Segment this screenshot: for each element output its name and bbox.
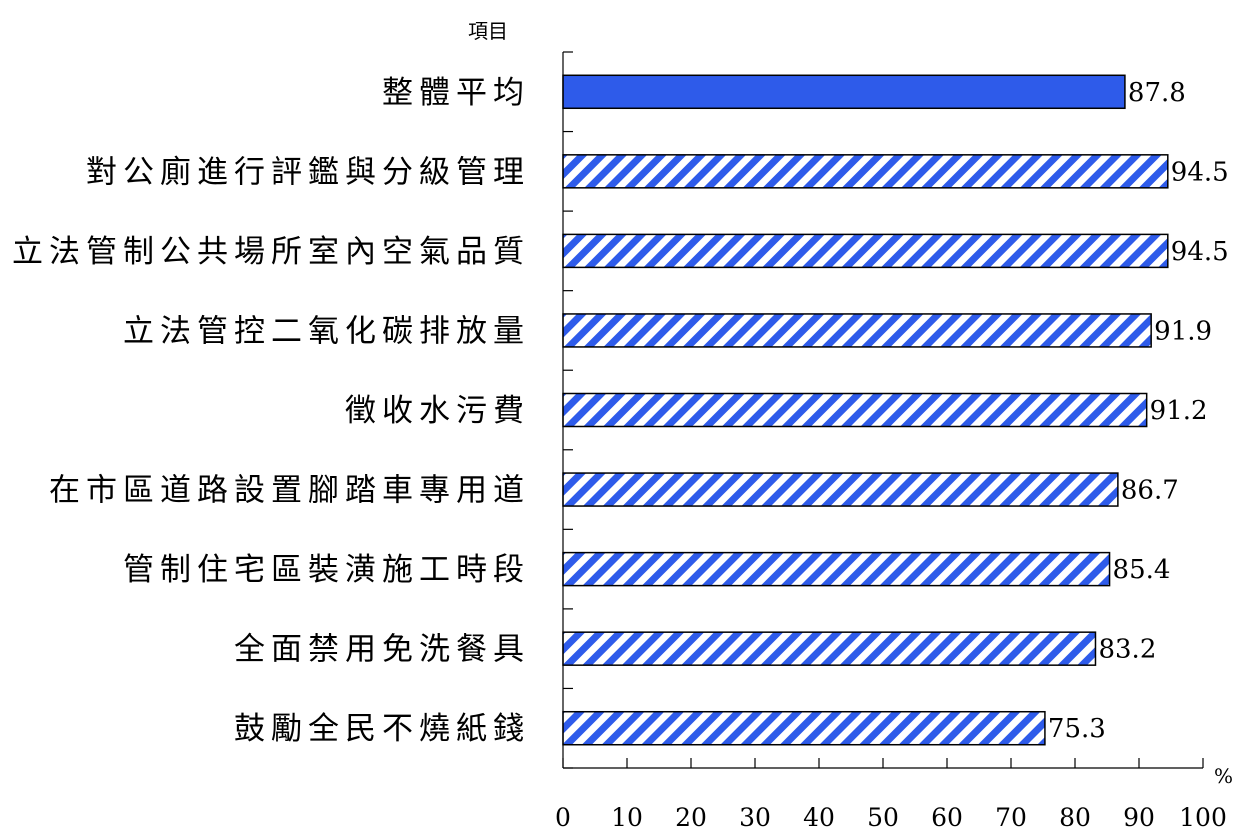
value-label-4: 91.2 <box>1150 396 1208 426</box>
value-label-5: 86.7 <box>1121 476 1179 506</box>
x-tick-label-4: 40 <box>803 803 835 831</box>
category-labels-group: 整體平均對公廁進行評鑑與分級管理立法管制公共場所室內空氣品質立法管控二氧化碳排放… <box>12 75 530 747</box>
x-ticks-group: 0 10 20 30 40 50 60 70 80 90 100 <box>555 758 1227 831</box>
x-axis-unit: % <box>1214 764 1233 788</box>
bar-0 <box>562 74 1126 110</box>
category-label-3: 立法管控二氧化碳排放量 <box>123 313 530 349</box>
bar-7 <box>562 631 1097 666</box>
x-tick-label-7: 70 <box>995 803 1027 831</box>
value-label-7: 83.2 <box>1098 635 1156 665</box>
x-tick-label-10: 100 <box>1179 803 1227 831</box>
value-label-6: 85.4 <box>1113 555 1171 585</box>
bar-2 <box>562 233 1169 269</box>
bar-3 <box>562 313 1152 348</box>
bar-8 <box>562 710 1046 746</box>
category-label-0: 整體平均 <box>382 75 530 111</box>
bar-5 <box>562 472 1119 507</box>
category-label-4: 徵收水污費 <box>345 393 530 429</box>
value-label-3: 91.9 <box>1154 316 1212 346</box>
bars-group <box>562 74 1169 746</box>
bar-6 <box>562 551 1111 587</box>
x-tick-label-6: 60 <box>931 803 963 831</box>
x-tick-label-1: 10 <box>611 803 643 831</box>
category-label-6: 管制住宅區裝潢施工時段 <box>123 552 530 588</box>
value-label-0: 87.8 <box>1128 78 1186 108</box>
x-tick-label-3: 30 <box>739 803 771 831</box>
x-tick-label-0: 0 <box>555 803 571 831</box>
bar-1 <box>562 154 1169 189</box>
category-label-2: 立法管制公共場所室內空氣品質 <box>12 234 530 270</box>
category-label-5: 在市區道路設置腳踏車專用道 <box>49 473 530 509</box>
value-label-8: 75.3 <box>1048 714 1106 744</box>
x-tick-label-5: 50 <box>867 803 899 831</box>
x-tick-label-9: 90 <box>1123 803 1155 831</box>
value-labels-group: 87.8 94.5 94.5 91.9 91.2 86.7 85.4 83.2 75.3 <box>1048 78 1229 744</box>
value-label-1: 94.5 <box>1171 157 1229 187</box>
y-axis-title: 項目 <box>468 19 508 43</box>
x-tick-label-2: 20 <box>675 803 707 831</box>
category-label-7: 全面禁用免洗餐具 <box>234 632 530 668</box>
category-label-8: 鼓勵全民不燒紙錢 <box>234 711 530 747</box>
category-label-1: 對公廁進行評鑑與分級管理 <box>86 154 530 190</box>
value-label-2: 94.5 <box>1171 237 1229 267</box>
x-tick-label-8: 80 <box>1059 803 1091 831</box>
bar-4 <box>562 392 1148 428</box>
